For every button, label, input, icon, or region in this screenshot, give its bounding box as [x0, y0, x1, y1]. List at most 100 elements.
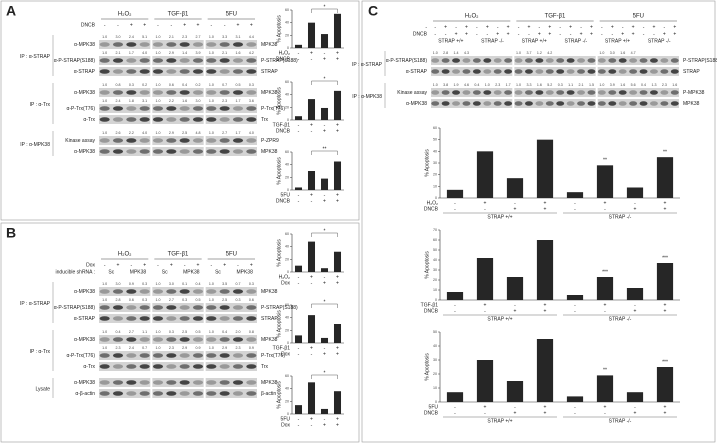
blot-band: [126, 106, 137, 111]
blot-band: [462, 90, 471, 95]
bar: [626, 187, 644, 198]
y-tick-label: 0: [287, 412, 289, 416]
blot-band: [232, 305, 244, 310]
row-cell: STRAP -/-: [648, 38, 671, 44]
densitometry-value: 2.7: [169, 298, 174, 302]
condition-sign: -: [634, 404, 636, 410]
densitometry-value: 0.4: [182, 83, 187, 87]
blot-band: [493, 101, 502, 106]
significance: *: [324, 299, 326, 305]
row-cell: MPK38: [130, 269, 147, 275]
condition-label: H₂O₂: [427, 200, 438, 206]
row-cell: -: [580, 24, 582, 30]
row-cell: Sc: [108, 269, 114, 275]
blot-band: [192, 138, 204, 143]
blot-band: [206, 289, 217, 294]
blot-band: [587, 101, 596, 106]
y-tick-label: 20: [285, 105, 289, 109]
blot-band: [179, 316, 190, 321]
condition-sign: -: [514, 302, 516, 308]
y-tick-label: 40: [433, 149, 437, 153]
y-axis-label: % Apoptosis: [424, 251, 430, 279]
bar: [506, 381, 524, 402]
blot-band: [206, 69, 217, 74]
y-tick-label: 0: [287, 118, 289, 122]
blot-band: [219, 149, 230, 154]
condition-sign: +: [336, 122, 339, 128]
condition-sign: +: [544, 404, 547, 410]
blot-strip: [152, 335, 204, 344]
condition-label: Dox: [281, 422, 290, 428]
blot-band: [126, 391, 137, 396]
condition-sign: -: [298, 128, 300, 134]
densitometry-value: 0.6: [129, 298, 134, 302]
densitometry-value: 0.2: [196, 83, 201, 87]
densitometry-value: 1.4: [454, 51, 459, 55]
densitometry-value: 3.3: [222, 35, 227, 39]
blot-band: [525, 101, 533, 106]
blot-band: [112, 106, 124, 111]
bar: [596, 165, 614, 198]
blot-band: [545, 101, 554, 106]
densitometry-value: 2.4: [116, 99, 121, 103]
condition-label: 5FU: [281, 192, 291, 198]
blot-band: [219, 289, 230, 294]
y-axis-label: % Apoptosis: [276, 157, 282, 185]
blot-band: [514, 58, 523, 63]
blot-band: [232, 353, 244, 358]
densitometry-value: 1.0: [156, 35, 161, 39]
blot-band: [597, 90, 606, 95]
condition-sign: -: [484, 206, 486, 212]
densitometry-value: 2.9: [182, 346, 187, 350]
densitometry-value: 2.8: [116, 298, 121, 302]
blot-band: [99, 149, 110, 154]
blot-band: [192, 337, 204, 342]
densitometry-value: 0.3: [169, 330, 174, 334]
blot-band: [166, 138, 177, 143]
bar: [294, 44, 303, 48]
densitometry-value: 1.1: [568, 83, 573, 87]
blot-band: [597, 58, 606, 63]
blot-band: [139, 90, 150, 95]
row-cell: -: [664, 24, 666, 30]
blot-band: [139, 138, 150, 143]
blot-strip: [99, 136, 151, 145]
ip-label: IP : α-MPK38: [20, 142, 50, 148]
densitometry-value: 1.0: [156, 83, 161, 87]
y-axis-label: % Apoptosis: [424, 149, 430, 177]
blot-band: [179, 149, 190, 154]
blot-band: [166, 42, 177, 47]
blot-band: [126, 42, 137, 47]
row-label: inducible shRNA :: [56, 269, 95, 275]
blot-band: [441, 58, 450, 63]
row-cell: STRAP +/+: [605, 38, 630, 44]
group-footer: STRAP -/-: [609, 418, 632, 424]
blot-band: [514, 101, 523, 106]
condition-sign: -: [484, 410, 486, 416]
row-cell: -: [445, 31, 447, 37]
row-cell: -: [559, 31, 561, 37]
densitometry-value: 1.0: [433, 51, 438, 55]
condition-sign: +: [310, 122, 313, 128]
blot-band: [246, 305, 257, 310]
densitometry-value: 0.5: [236, 83, 241, 87]
blot-band: [483, 69, 492, 74]
row-cell: -: [104, 22, 106, 28]
densitometry-value: 0.8: [116, 83, 121, 87]
blot-band: [206, 353, 217, 358]
condition-sign: -: [454, 404, 456, 410]
row-cell: +: [632, 31, 635, 37]
blot-band: [660, 101, 669, 106]
densitometry-value: 3.0: [116, 35, 121, 39]
bar: [566, 396, 584, 402]
densitometry-value: 3.6: [249, 99, 254, 103]
bar: [476, 360, 494, 402]
blot-band: [179, 391, 190, 396]
antibody-label: α-MPK38: [74, 90, 95, 96]
blot-band: [597, 101, 606, 106]
blot-band: [99, 316, 110, 321]
y-tick-label: 50: [433, 330, 437, 334]
condition-sign: +: [664, 200, 667, 206]
row-cell: +: [197, 262, 200, 268]
bar: [294, 116, 303, 120]
